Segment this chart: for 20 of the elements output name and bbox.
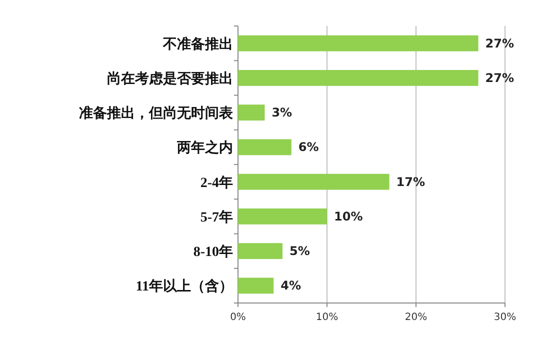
xtick: 20% bbox=[404, 312, 428, 323]
category: 尚在考虑是否要推出 bbox=[107, 72, 233, 87]
xtick: 30% bbox=[494, 312, 516, 323]
category: 5-7年 bbox=[200, 210, 233, 226]
value-label: 10% bbox=[334, 209, 363, 224]
xtick: 0% bbox=[230, 312, 246, 323]
category: 两年之内 bbox=[177, 141, 233, 156]
value-label: 3% bbox=[272, 106, 292, 120]
value-label: 4% bbox=[280, 278, 301, 293]
category: 不准备推出 bbox=[163, 37, 233, 52]
value-label: 5% bbox=[290, 244, 310, 258]
category: 11年以上（含） bbox=[136, 280, 233, 295]
category: 准备推出，但尚无时间表 bbox=[79, 106, 233, 122]
value-label: 17% bbox=[396, 174, 426, 189]
category: 2-4年 bbox=[200, 176, 233, 191]
value-label: 27% bbox=[485, 70, 514, 85]
category: 8-10年 bbox=[193, 245, 233, 260]
value-label: 27% bbox=[485, 36, 514, 50]
value-label: 6% bbox=[298, 140, 319, 154]
xtick: 10% bbox=[316, 312, 338, 323]
